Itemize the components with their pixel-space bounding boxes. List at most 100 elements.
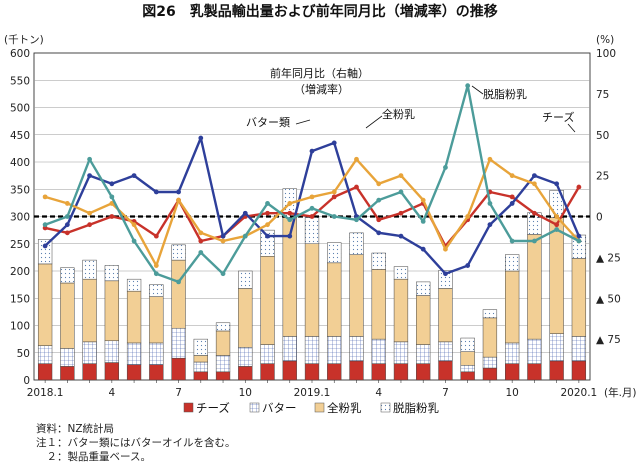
yoy-point-wmp (42, 194, 48, 200)
bar-segment-wmp (416, 295, 431, 345)
yoy-point-cheese (309, 214, 315, 219)
yoy-point-wmp (265, 222, 270, 228)
bar-segment-cheese (371, 363, 386, 381)
y-left-tick-label: 0 (23, 375, 30, 387)
bar-segment-cheese (193, 371, 208, 381)
y-right-tick-label: 75 (596, 89, 609, 101)
y-right-tick-label: 50 (596, 130, 609, 142)
bar-segment-wmp (37, 263, 53, 346)
bar-segment-butter (260, 344, 275, 364)
yoy-point-cheese (331, 194, 337, 200)
annotation-yoy-line1: 前年同月比（右軸） (270, 66, 369, 80)
legend-label-butter: バター (262, 401, 297, 415)
legend-swatch-smp (380, 402, 391, 413)
y-left-tick-label: 550 (10, 75, 30, 87)
yoy-point-smp (443, 165, 448, 170)
bar-segment-wmp (82, 278, 97, 343)
yoy-point-wmp (198, 230, 204, 236)
bar-segment-butter (349, 336, 364, 362)
legend-label-cheese: チーズ (196, 401, 230, 415)
y-left-tick-label: 150 (10, 293, 30, 305)
bar-segment-smp (438, 270, 453, 289)
bar-segment-cheese (260, 363, 275, 381)
y-right-tick-label: 0 (596, 212, 603, 224)
yoy-point-butter (554, 181, 560, 187)
bar-segment-butter (416, 344, 431, 364)
bar-segment-smp (238, 270, 253, 289)
bar-segment-wmp (460, 351, 475, 366)
bar-segment-cheese (37, 363, 53, 381)
yoy-point-wmp (64, 201, 70, 206)
y-left-tick-label: 200 (10, 266, 30, 278)
legend-swatch-wmp (314, 402, 325, 413)
bar-segment-wmp (371, 269, 386, 340)
yoy-point-butter (576, 233, 582, 239)
yoy-point-butter (87, 173, 92, 179)
bar-segment-smp (193, 338, 208, 356)
yoy-point-smp (242, 233, 248, 239)
yoy-point-smp (420, 219, 426, 224)
bar-segment-wmp (438, 288, 453, 343)
bar-segment-wmp (149, 296, 164, 344)
bar-segment-smp (37, 239, 53, 265)
yoy-point-butter (242, 210, 248, 216)
bar-segment-wmp (505, 270, 520, 344)
bar-segment-smp (371, 252, 386, 270)
bar-segment-cheese (282, 360, 297, 381)
bar-segment-butter (393, 341, 409, 364)
yoy-point-butter (443, 271, 448, 277)
bar-segment-smp (104, 265, 119, 282)
y-left-tick-label: 600 (10, 48, 30, 60)
yoy-point-wmp (532, 181, 537, 187)
x-tick-label: 10 (505, 387, 518, 399)
yoy-point-butter (220, 233, 226, 239)
yoy-point-butter (487, 222, 493, 228)
yoy-point-cheese (265, 210, 270, 216)
yoy-point-butter (265, 233, 270, 239)
yoy-point-smp (176, 279, 181, 285)
yoy-point-wmp (87, 210, 92, 216)
y-left-tick-label: 350 (10, 184, 30, 196)
yoy-point-smp (309, 205, 315, 211)
bar-segment-smp (149, 284, 164, 297)
annotation-smp-pointer (471, 85, 484, 95)
bar-segment-cheese (304, 363, 320, 381)
bar-segment-butter (37, 345, 53, 364)
bar-segment-wmp (193, 355, 208, 363)
y-left-tick-label: 450 (10, 130, 30, 142)
y-right-tick-label: ▲ 25 (596, 252, 621, 264)
bar-segment-butter (527, 338, 542, 364)
bar-segment-cheese (149, 364, 164, 381)
y-left-tick-label: 500 (10, 103, 30, 115)
bar-segment-cheese (82, 363, 97, 381)
yoy-point-smp (220, 271, 226, 277)
bar-segment-wmp (238, 288, 253, 348)
yoy-point-cheese (64, 230, 70, 236)
bar-segment-cheese (505, 363, 520, 381)
bar-segment-wmp (60, 282, 75, 349)
yoy-point-wmp (420, 197, 426, 203)
y-left-tick-label: 400 (10, 157, 30, 169)
bar-segment-butter (60, 348, 75, 367)
bar-segment-butter (438, 341, 453, 362)
bar-segment-butter (571, 336, 587, 362)
yoy-point-smp (532, 238, 537, 244)
yoy-point-cheese (87, 222, 92, 228)
bar-segment-smp (482, 309, 498, 319)
yoy-point-butter (509, 201, 515, 206)
annotation-yoy-line2: （増減率） (294, 82, 349, 96)
yoy-point-butter (287, 233, 293, 239)
yoy-point-smp (109, 194, 115, 200)
yoy-point-butter (376, 230, 382, 236)
y-right-tick-label: 100 (596, 48, 616, 60)
left-axis-unit: (千トン) (4, 34, 44, 46)
bar-segment-cheese (60, 366, 75, 381)
yoy-point-wmp (465, 214, 471, 219)
yoy-point-smp (331, 214, 337, 219)
yoy-point-smp (198, 250, 204, 255)
yoy-point-smp (87, 156, 92, 162)
yoy-point-butter (420, 246, 426, 252)
bar-segment-cheese (438, 360, 453, 381)
annotation-cheese: チーズ (542, 110, 574, 124)
